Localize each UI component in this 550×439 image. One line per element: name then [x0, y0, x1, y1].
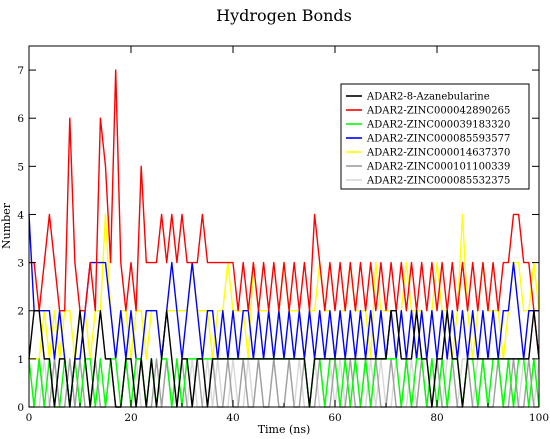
y-tick-label: 7: [17, 65, 24, 77]
series-line-3: [28, 358, 540, 408]
series-layer: [28, 69, 540, 408]
x-tick-label: 0: [26, 412, 33, 424]
y-tick-label: 2: [17, 306, 24, 318]
y-tick-label: 4: [17, 209, 24, 221]
series-line-2: [29, 69, 540, 359]
x-tick-label: 40: [226, 412, 239, 424]
y-tick-label: 5: [17, 161, 24, 173]
x-tick-label: 80: [430, 412, 443, 424]
legend-items: ADAR2-8-Azanebularine ADAR2-ZINC000042890…: [346, 92, 510, 187]
y-tick-label: 0: [17, 402, 24, 414]
x-axis-label: Time (ns): [258, 423, 311, 436]
ticks-layer: 0 20 40 60 80 100 0 1 2 3 4 5 6 7: [17, 46, 549, 424]
x-tick-label: 60: [328, 412, 341, 424]
series-line-7: [28, 358, 540, 408]
legend-label-4: ADAR2-ZINC000085593577: [366, 134, 510, 145]
legend-label-6: ADAR2-ZINC000101100339: [366, 162, 510, 173]
chart-title: Hydrogen Bonds: [216, 6, 352, 25]
series-line-1: [28, 310, 540, 408]
y-axis-label: Number: [0, 202, 13, 249]
y-tick-label: 6: [17, 113, 24, 125]
series-line-6: [29, 358, 539, 408]
legend-label-5: ADAR2-ZINC000014637370: [366, 148, 510, 159]
x-tick-label: 100: [529, 412, 549, 424]
legend-label-1: ADAR2-8-Azanebularine: [366, 92, 490, 103]
legend-label-3: ADAR2-ZINC000039183320: [366, 120, 510, 131]
y-tick-label: 3: [17, 258, 24, 270]
legend-label-7: ADAR2-ZINC000085532375: [366, 176, 510, 187]
series-line-4: [28, 214, 539, 408]
series-line-5: [29, 213, 540, 360]
legend-box: [340, 83, 530, 190]
y-tick-label: 1: [17, 354, 24, 366]
legend: ADAR2-8-Azanebularine ADAR2-ZINC000042890…: [340, 83, 530, 190]
legend-label-2: ADAR2-ZINC000042890265: [366, 106, 510, 117]
x-tick-label: 20: [124, 412, 137, 424]
